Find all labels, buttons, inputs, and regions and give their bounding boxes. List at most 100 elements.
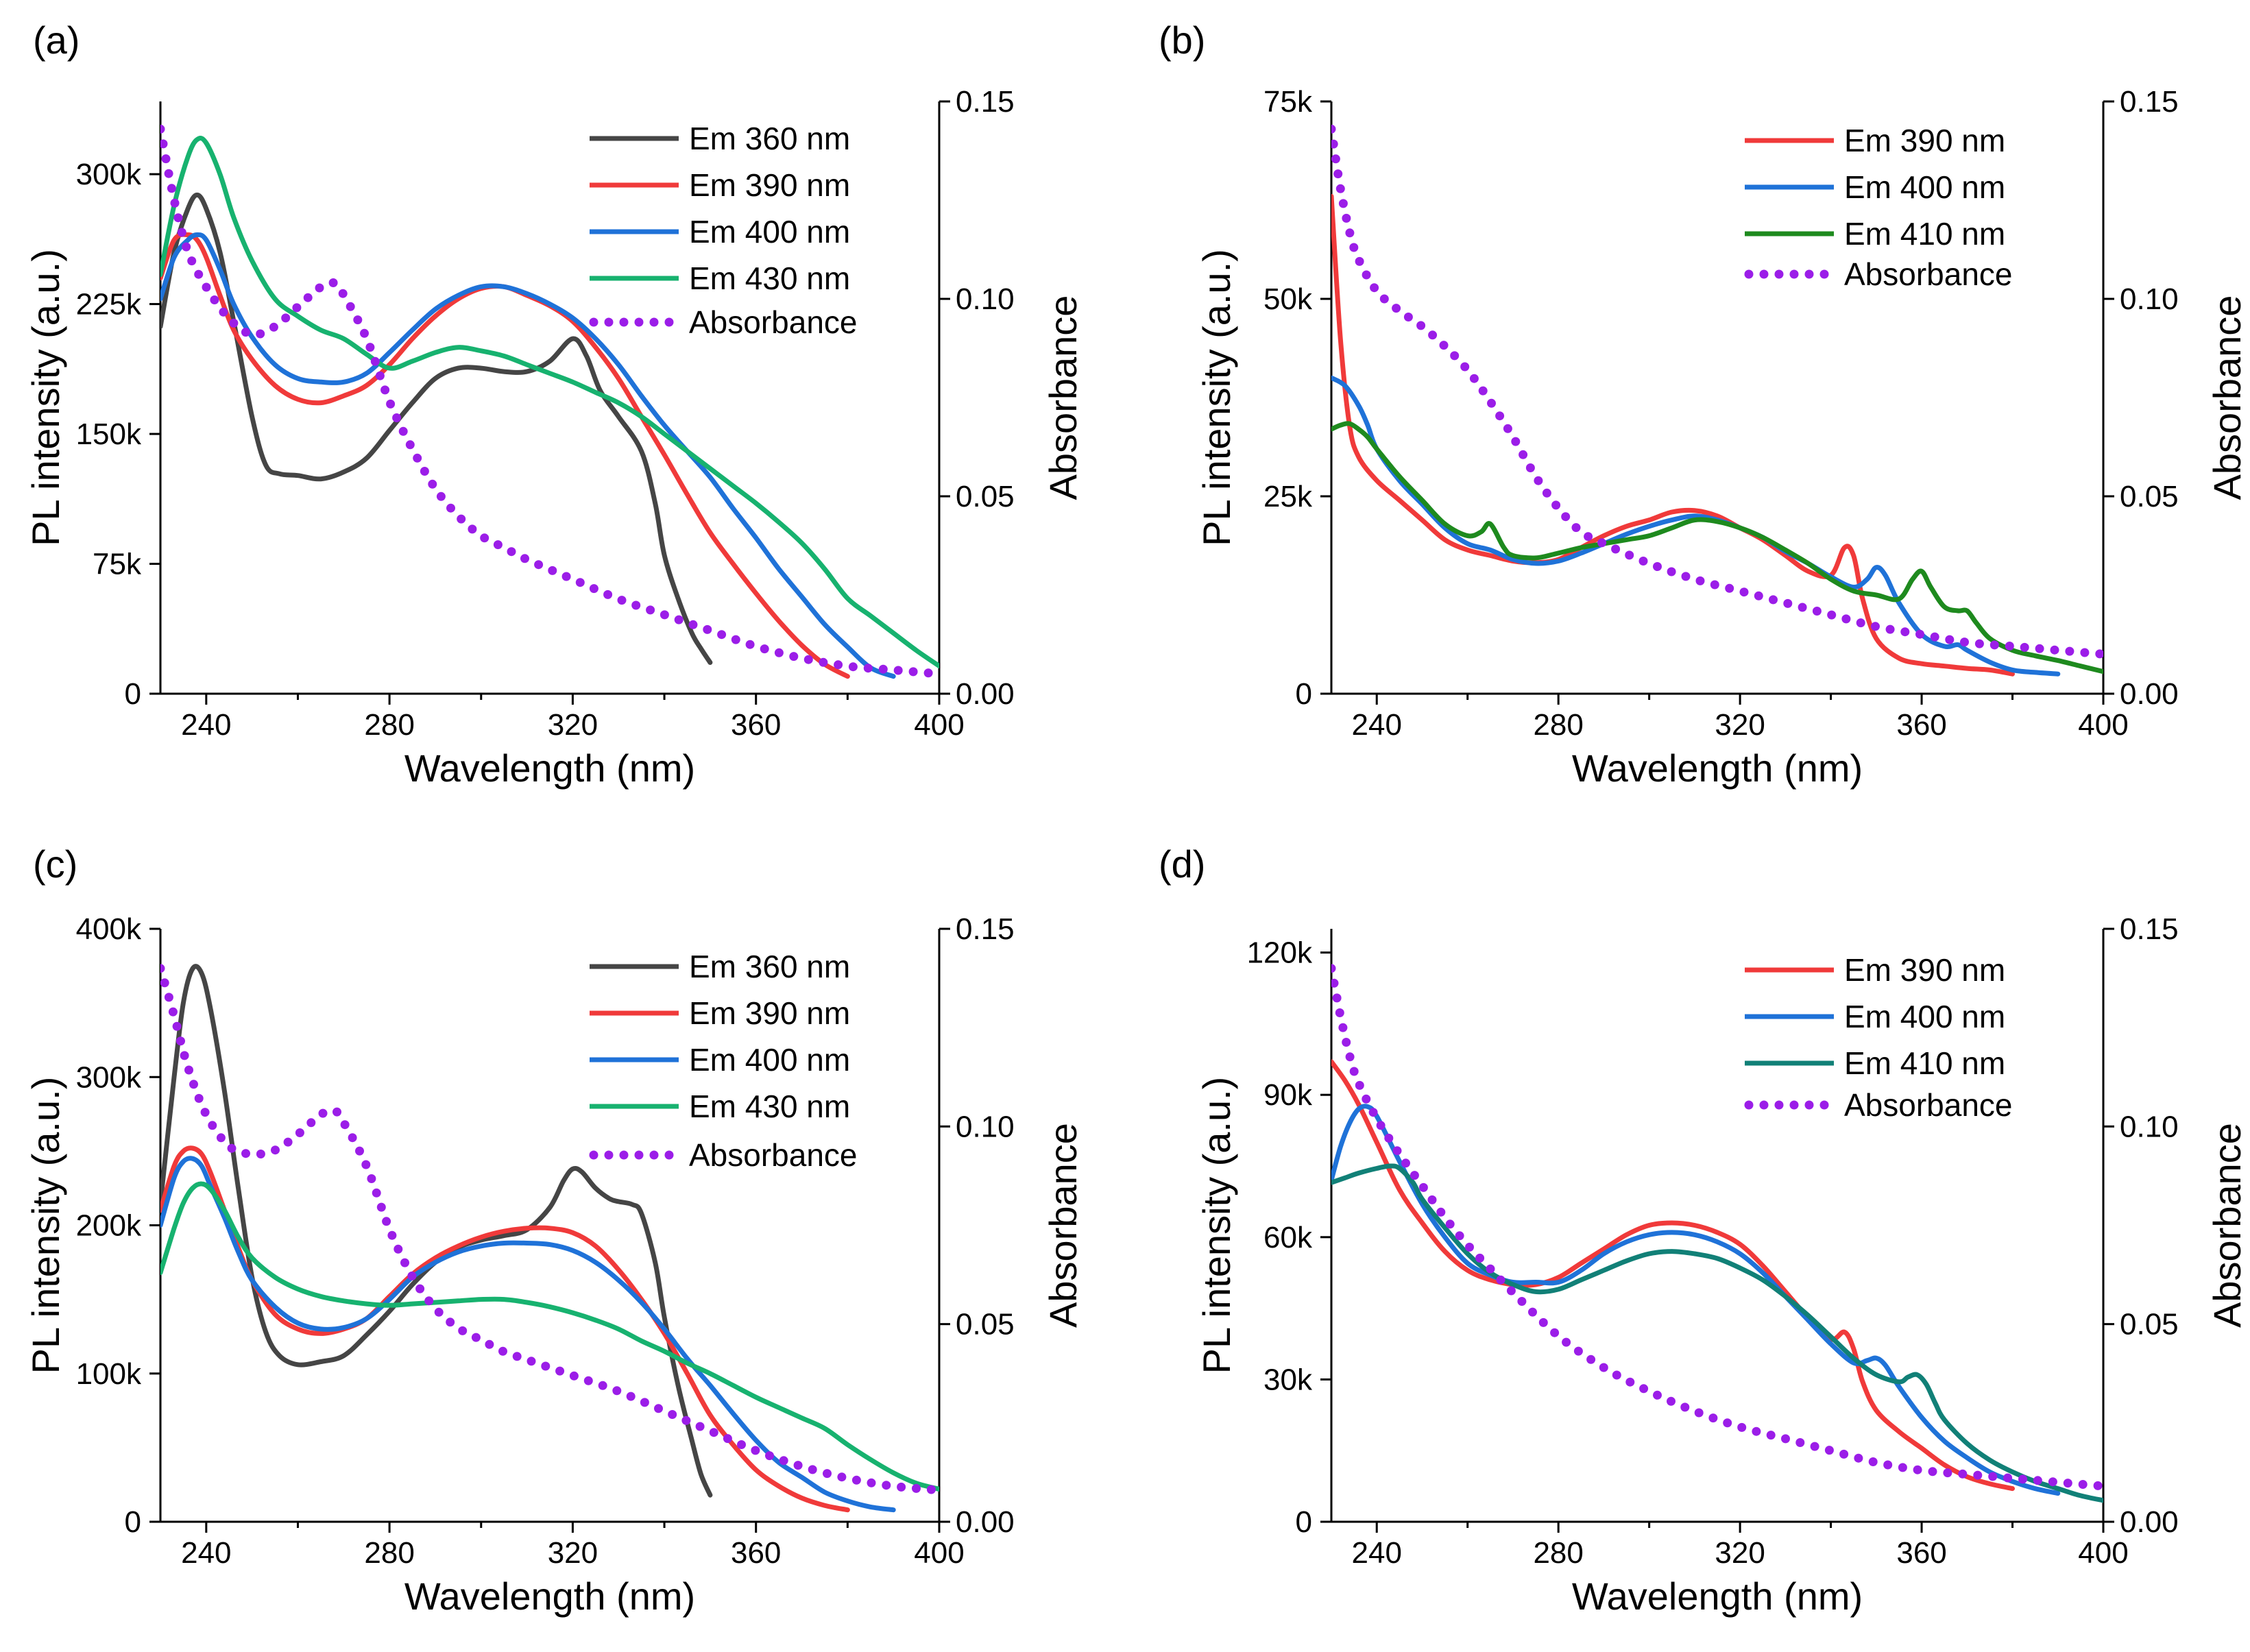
series-em-430-nm (160, 136, 939, 669)
absorbance-dot (561, 572, 571, 581)
absorbance-dot (1503, 424, 1512, 433)
absorbance-dot (1989, 640, 1999, 650)
x-tick-label: 360 (1896, 708, 1946, 742)
absorbance-dot (160, 124, 165, 134)
absorbance-dot (1812, 607, 1822, 616)
absorbance-dot (194, 1093, 204, 1103)
absorbance-dot (1723, 1418, 1732, 1428)
absorbance-dot (177, 228, 186, 237)
series-em-390-nm (1331, 193, 2015, 677)
absorbance-dot (1496, 1275, 1505, 1285)
absorbance-dot (420, 467, 429, 476)
absorbance-dot (283, 1137, 293, 1147)
absorbance-dot (1445, 1219, 1455, 1229)
absorbance-dot (210, 295, 219, 304)
absorbance-dot (1945, 635, 1955, 644)
absorbance-dot (295, 1128, 304, 1137)
absorbance-dot (848, 662, 858, 672)
absorbance-dot (498, 1346, 507, 1356)
legend-swatch-dot (634, 317, 644, 327)
absorbance-dot (292, 303, 302, 313)
series-em-400-nm (1331, 1104, 2061, 1496)
absorbance-dot (219, 307, 228, 317)
absorbance-dot (1349, 1067, 1359, 1076)
y2-tick-label: 0.05 (956, 480, 1015, 513)
y2-axis-title: Absorbance (2205, 1123, 2249, 1328)
absorbance-dot (446, 503, 455, 513)
absorbance-dot (1342, 1038, 1351, 1047)
absorbance-dot (398, 426, 408, 436)
absorbance-dot (1416, 321, 1426, 330)
absorbance-dot (745, 640, 755, 649)
absorbance-dot (548, 566, 557, 575)
series-absorbance (160, 124, 933, 678)
x-tick-label: 240 (181, 708, 231, 742)
absorbance-dot (428, 479, 437, 489)
absorbance-dot (882, 1481, 891, 1490)
absorbance-dot (480, 533, 489, 543)
absorbance-dot (281, 313, 291, 323)
absorbance-dot (2063, 1479, 2072, 1488)
y-tick-label: 120k (1247, 936, 1313, 970)
absorbance-dot (654, 1404, 663, 1413)
absorbance-dot (1517, 1297, 1527, 1306)
absorbance-dot (1680, 1402, 1690, 1412)
absorbance-dot (382, 1217, 391, 1226)
absorbance-dot (723, 1434, 732, 1444)
legend: Em 390 nm Em 400 nm Em 410 nm Absorbance (1744, 952, 2013, 1123)
absorbance-dot (1401, 1158, 1410, 1168)
y2-tick-label: 0.05 (956, 1308, 1015, 1341)
panel-c: (c) 240 280 320 360 400 0 100k 200k 300k 400k 0.00 0… (24, 842, 1085, 1618)
absorbance-dot (1331, 139, 1338, 149)
absorbance-dot (1599, 1363, 1608, 1372)
absorbance-dot (1725, 583, 1734, 593)
absorbance-dot (1455, 1231, 1464, 1241)
y2-tick-label: 0.10 (2120, 282, 2179, 316)
absorbance-dot (1335, 184, 1345, 193)
absorbance-dot (520, 554, 529, 563)
y-tick-label: 400k (76, 912, 142, 946)
absorbance-dot (446, 1317, 455, 1327)
absorbance-dot (2080, 648, 2090, 657)
absorbance-dot (1856, 618, 1865, 628)
series-em-400-nm (160, 232, 896, 679)
absorbance-dot (507, 547, 516, 557)
legend: Em 360 nm Em 390 nm Em 400 nm Em 430 nm Abso… (589, 949, 858, 1173)
absorbance-dot (1871, 622, 1880, 631)
x-tick-label: 400 (2078, 708, 2128, 742)
y-tick-label: 90k (1263, 1078, 1313, 1112)
plot-area (160, 124, 939, 679)
absorbance-dot (575, 578, 585, 587)
absorbance-dot (1331, 154, 1340, 164)
absorbance-dot (1427, 1195, 1437, 1204)
absorbance-dot (893, 666, 903, 675)
absorbance-dot (1338, 1023, 1348, 1032)
absorbance-dot (1335, 1008, 1344, 1017)
absorbance-dot (1534, 476, 1543, 485)
absorbance-dot (367, 1174, 376, 1183)
x-axis-title: Wavelength (nm) (1572, 746, 1863, 790)
x-tick-label: 400 (2078, 1536, 2128, 1570)
absorbance-dot (1538, 1317, 1548, 1327)
absorbance-dot (1370, 283, 1379, 293)
absorbance-dot (348, 1133, 357, 1143)
y2-tick-label: 0.00 (956, 1505, 1015, 1539)
absorbance-dot (819, 657, 828, 667)
absorbance-dot (695, 1422, 705, 1431)
absorbance-dot (1355, 256, 1364, 266)
absorbance-dot (1333, 169, 1343, 179)
absorbance-dot (493, 540, 503, 550)
absorbance-dot (1436, 1207, 1446, 1217)
series-absorbance (1331, 124, 2103, 659)
absorbance-dot (1795, 1438, 1805, 1447)
absorbance-dot (182, 242, 191, 252)
legend-swatch-dot (589, 317, 598, 327)
x-tick-label: 360 (731, 1536, 781, 1570)
x-tick-label: 360 (731, 708, 781, 742)
absorbance-dot (413, 453, 422, 463)
absorbance-dot (703, 624, 712, 634)
absorbance-dot (353, 315, 363, 325)
absorbance-dot (1667, 567, 1676, 576)
absorbance-dot (424, 1296, 434, 1306)
legend-label: Em 390 nm (689, 995, 850, 1031)
